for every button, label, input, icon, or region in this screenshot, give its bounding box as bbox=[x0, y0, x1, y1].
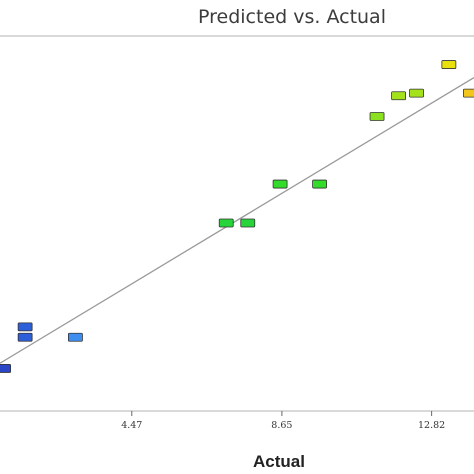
data-points bbox=[0, 60, 474, 373]
data-point bbox=[240, 218, 256, 228]
x-axis-label: Actual bbox=[253, 452, 305, 471]
x-tick-label: 8.65 bbox=[271, 420, 292, 431]
data-point bbox=[68, 332, 83, 342]
data-point bbox=[17, 322, 33, 332]
reference-line bbox=[0, 76, 474, 364]
data-point bbox=[272, 179, 288, 189]
data-point bbox=[369, 112, 385, 121]
x-tick-label: 12.82 bbox=[418, 420, 445, 431]
data-point bbox=[17, 332, 33, 342]
x-axis-ticks: 4.47 8.65 12.82 bbox=[121, 411, 445, 431]
data-point bbox=[391, 91, 406, 101]
data-point bbox=[0, 364, 11, 373]
chart-title: Predicted vs. Actual bbox=[198, 6, 386, 28]
data-point bbox=[409, 88, 424, 98]
data-point bbox=[463, 88, 474, 98]
x-tick-label: 4.47 bbox=[121, 420, 142, 431]
data-point bbox=[441, 60, 457, 69]
data-point bbox=[218, 218, 234, 228]
plot-frame bbox=[0, 35, 474, 412]
data-point bbox=[312, 179, 327, 189]
